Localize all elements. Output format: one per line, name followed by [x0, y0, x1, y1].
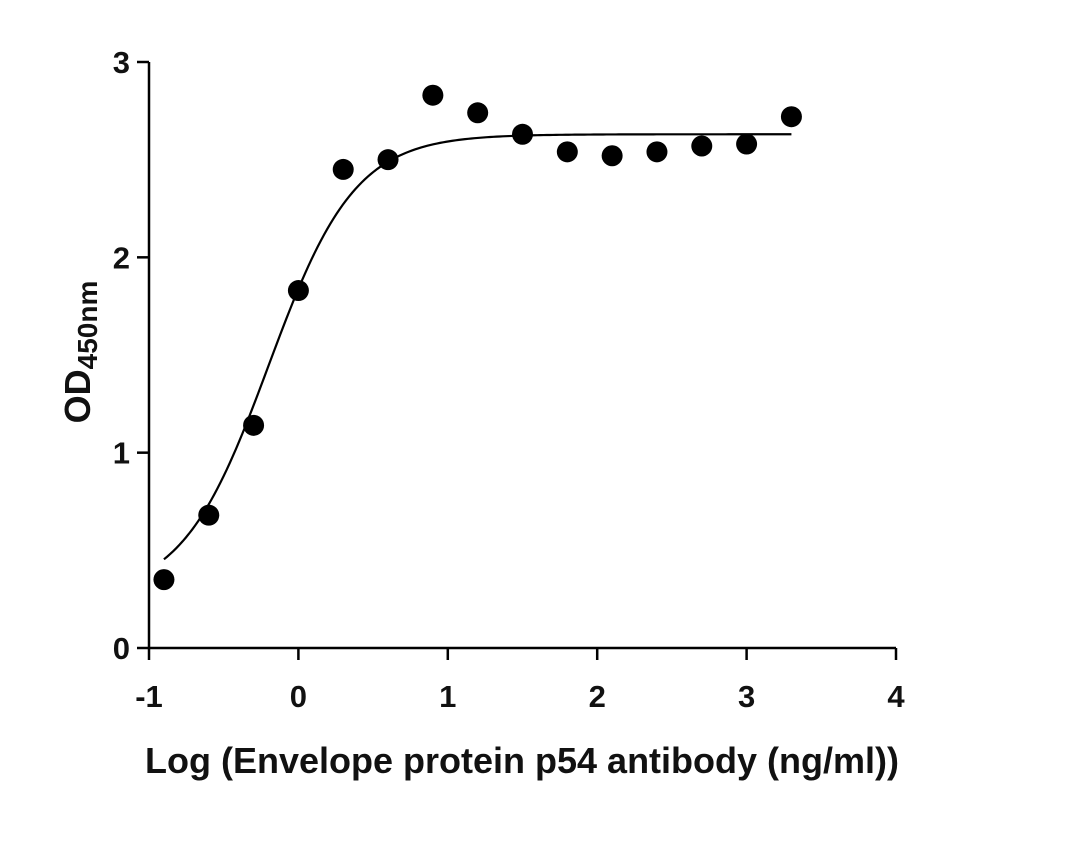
data-point: [287, 280, 309, 302]
data-point: [243, 414, 265, 436]
data-point: [512, 123, 533, 145]
y-tick-label: 0: [113, 631, 130, 666]
y-tick-label: 2: [113, 240, 130, 275]
y-tick-label: 1: [113, 436, 130, 471]
x-tick-label: -1: [135, 679, 163, 714]
data-point: [691, 135, 713, 157]
x-axis-title: Log (Envelope protein p54 antibody (ng/m…: [145, 740, 899, 781]
data-point: [198, 504, 220, 526]
data-point: [422, 84, 444, 106]
data-points-layer: [153, 84, 802, 591]
x-tick-label: 3: [738, 679, 755, 714]
data-point: [153, 569, 175, 591]
y-tick-label: 3: [113, 45, 130, 80]
data-point: [646, 141, 668, 163]
y-axis-title: OD450nm: [57, 281, 103, 424]
data-point: [467, 102, 489, 124]
data-point: [377, 149, 399, 171]
axes: [137, 60, 898, 660]
data-point: [556, 141, 578, 163]
data-point: [780, 106, 802, 128]
x-tick-label: 0: [290, 679, 307, 714]
y-axis-title-main: OD: [57, 369, 98, 423]
x-tick-label: 2: [589, 679, 606, 714]
fit-curve: [163, 133, 792, 561]
y-axis-title-subscript: 450nm: [72, 281, 103, 370]
fit-curve-layer: [163, 133, 792, 561]
x-tick-label: 1: [439, 679, 456, 714]
data-point: [601, 145, 623, 167]
data-point: [736, 133, 758, 155]
data-point: [332, 158, 354, 180]
x-tick-label: 4: [887, 679, 905, 714]
